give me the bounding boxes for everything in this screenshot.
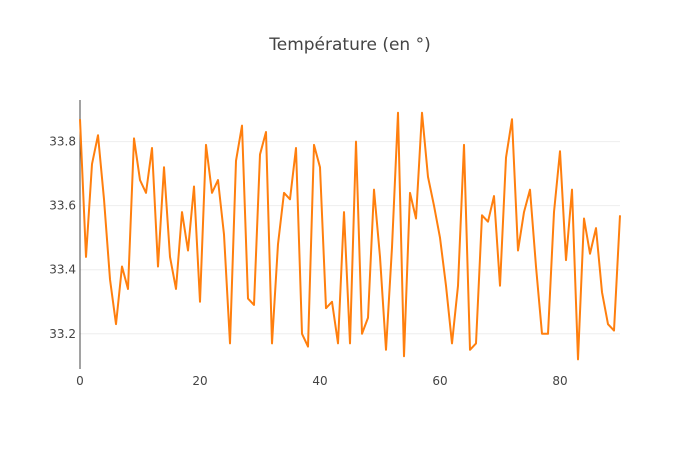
y-tick-label: 33.8 <box>49 135 76 149</box>
x-tick-label: 20 <box>192 374 207 388</box>
y-tick-label: 33.4 <box>49 263 76 277</box>
tick-labels: 33.2 33.4 33.6 33.8 0 20 40 60 80 <box>49 135 567 388</box>
x-tick-label: 0 <box>76 374 84 388</box>
x-tick-label: 80 <box>552 374 567 388</box>
x-tick-label: 40 <box>312 374 327 388</box>
temperature-series-line <box>79 111 621 361</box>
y-tick-label: 33.2 <box>49 327 76 341</box>
x-tick-label: 60 <box>432 374 447 388</box>
series-layer <box>79 111 621 361</box>
chart-title: Température (en °) <box>268 35 431 55</box>
y-tick-label: 33.6 <box>49 199 76 213</box>
